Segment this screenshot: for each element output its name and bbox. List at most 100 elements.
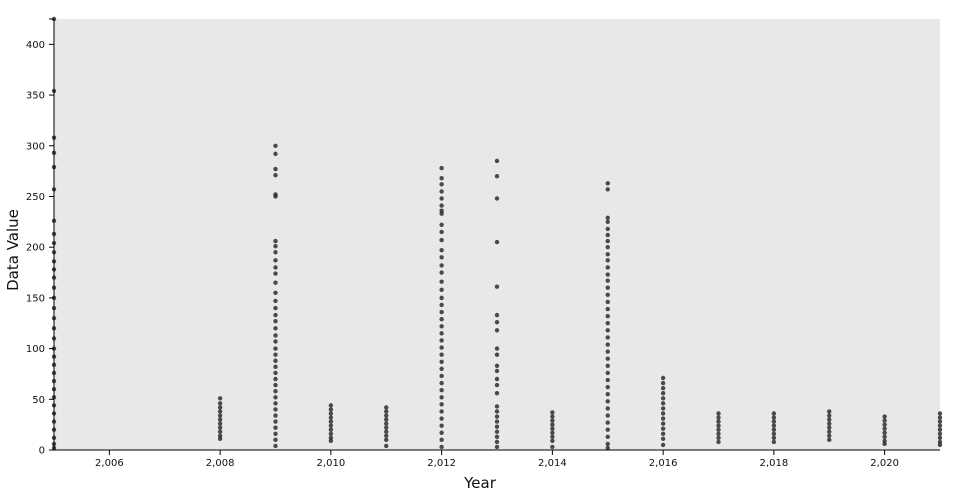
data-point xyxy=(494,419,500,424)
data-point xyxy=(605,420,610,425)
data-point xyxy=(273,443,278,449)
data-point xyxy=(328,435,334,441)
data-point xyxy=(660,375,666,381)
x-axis-title: Year xyxy=(463,474,497,492)
data-point xyxy=(937,419,943,424)
data-point xyxy=(439,359,444,364)
data-point xyxy=(328,415,334,420)
data-point xyxy=(439,309,444,315)
data-point xyxy=(827,421,832,426)
data-point xyxy=(494,434,500,440)
data-point xyxy=(439,302,444,308)
data-point xyxy=(384,437,389,443)
y-axis: 0 50 100 150 200 250 300 350 400 xyxy=(26,18,55,457)
data-point xyxy=(494,424,500,429)
data-point xyxy=(771,439,777,445)
data-point xyxy=(494,352,500,357)
data-point xyxy=(273,437,278,443)
data-point xyxy=(439,316,444,322)
data-point xyxy=(605,278,610,283)
data-point xyxy=(716,419,721,424)
data-point xyxy=(439,416,444,421)
data-point xyxy=(273,319,278,324)
data-point xyxy=(605,238,610,244)
data-point xyxy=(550,414,555,419)
data-point xyxy=(273,143,278,148)
data-point xyxy=(937,439,943,445)
data-point xyxy=(550,438,555,444)
data-point xyxy=(439,255,444,260)
data-point xyxy=(273,370,278,376)
data-point xyxy=(605,399,610,404)
data-point xyxy=(439,295,444,301)
data-point xyxy=(273,364,278,370)
data-point xyxy=(494,391,500,396)
data-point xyxy=(605,306,610,312)
data-point xyxy=(273,271,278,276)
data-point xyxy=(273,290,278,296)
data-point xyxy=(273,258,278,263)
data-point xyxy=(494,414,500,419)
data-point xyxy=(716,415,721,420)
y-tick-label: 350 xyxy=(26,91,45,102)
data-point xyxy=(384,405,389,410)
x-tick-label: 2,016 xyxy=(649,458,678,469)
data-point xyxy=(217,421,223,426)
data-point xyxy=(605,252,610,257)
data-point xyxy=(660,385,666,391)
data-point xyxy=(273,419,278,424)
data-point xyxy=(273,172,278,178)
data-point xyxy=(273,413,278,418)
data-point xyxy=(217,425,223,430)
data-point xyxy=(882,430,887,435)
data-point xyxy=(550,444,555,450)
data-point xyxy=(494,320,500,325)
y-tick-label: 100 xyxy=(26,344,45,355)
data-point xyxy=(273,401,278,406)
data-point xyxy=(494,173,500,179)
data-point xyxy=(716,427,721,432)
data-point xyxy=(273,238,278,244)
data-point xyxy=(439,366,444,372)
data-point xyxy=(660,411,666,416)
data-point xyxy=(827,437,832,443)
data-point xyxy=(605,292,610,298)
data-point xyxy=(827,433,832,439)
data-point xyxy=(605,187,610,192)
y-tick-label: 250 xyxy=(26,192,45,203)
data-point xyxy=(273,312,278,318)
data-point xyxy=(217,433,223,439)
data-point xyxy=(660,406,666,411)
data-point xyxy=(494,328,500,333)
data-point xyxy=(550,430,555,435)
data-point xyxy=(605,445,610,451)
data-point xyxy=(494,196,500,201)
data-point xyxy=(605,232,610,238)
data-point xyxy=(273,339,278,344)
data-point xyxy=(439,270,444,275)
data-point xyxy=(550,434,555,440)
data-point xyxy=(384,443,389,449)
data-point xyxy=(771,423,777,428)
data-point xyxy=(882,422,887,427)
data-point xyxy=(384,413,389,418)
data-point xyxy=(605,370,610,376)
data-point xyxy=(605,328,610,333)
data-point xyxy=(273,298,278,304)
y-tick-label: 300 xyxy=(26,141,45,152)
data-point xyxy=(882,418,887,423)
data-point xyxy=(273,166,278,172)
data-point xyxy=(273,265,278,270)
data-point xyxy=(439,437,444,443)
x-tick-label: 2,006 xyxy=(95,458,124,469)
data-point xyxy=(771,435,777,441)
data-point xyxy=(605,313,610,319)
x-tick-label: 2,018 xyxy=(760,458,789,469)
data-point xyxy=(605,215,610,220)
data-point xyxy=(937,415,943,420)
data-point xyxy=(494,368,500,374)
data-point xyxy=(605,285,610,290)
data-point xyxy=(550,426,555,431)
data-point xyxy=(439,229,444,235)
